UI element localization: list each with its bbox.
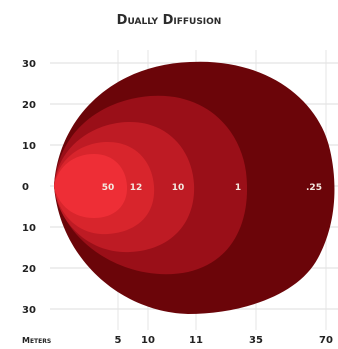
- beam-contours: [54, 61, 335, 315]
- y-tick-label: 10: [22, 141, 36, 152]
- chart-title: Dually Diffusion: [117, 13, 222, 28]
- x-axis-label: Meters: [22, 336, 51, 345]
- y-tick-label: 10: [22, 223, 36, 234]
- y-tick-label: 20: [22, 100, 36, 111]
- y-tick-label: 20: [22, 264, 36, 275]
- x-tick-label: 35: [249, 335, 263, 345]
- chart-text: 50 12 10 1 .25 Dually Diffusion 30 20 10 0 10 20 30 M…: [22, 13, 333, 346]
- contour-label-1: 1: [235, 183, 241, 193]
- contour-label-50: 50: [102, 183, 115, 193]
- x-tick-label: 11: [189, 335, 203, 345]
- contour-label-p25: .25: [306, 183, 322, 193]
- contour-label-10: 10: [172, 183, 185, 193]
- y-tick-label: 30: [22, 305, 36, 316]
- y-tick-label: 30: [22, 59, 36, 70]
- x-tick-label: 10: [141, 335, 155, 345]
- x-tick-label: 5: [115, 335, 122, 345]
- contour-label-12: 12: [130, 183, 143, 193]
- beam-contour-50: [54, 154, 128, 218]
- x-tick-label: 70: [319, 335, 333, 345]
- y-tick-label: 0: [22, 182, 29, 193]
